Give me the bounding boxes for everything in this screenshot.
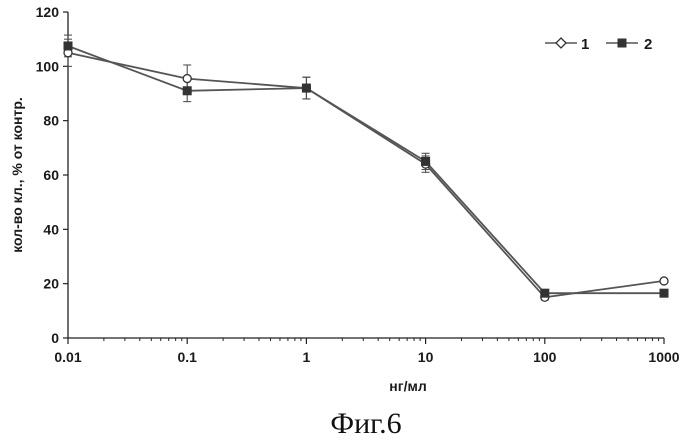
y-tick-label: 20 [43, 276, 59, 292]
error-bars [64, 35, 549, 300]
legend: 1 2 [545, 36, 652, 53]
y-tick-label: 120 [36, 4, 60, 20]
y-tick-label: 40 [43, 221, 59, 237]
x-tick-label: 10 [418, 349, 434, 365]
series-2-point [540, 289, 549, 298]
tick-labels: 0 20 40 60 80 100 120 0.01 0.1 1 10 100 1000 [36, 4, 680, 365]
series-2-point [302, 84, 311, 93]
legend-marker-2 [618, 39, 627, 48]
series-line-1 [68, 53, 664, 297]
x-tick-label: 0.01 [54, 349, 81, 365]
y-tick-label: 0 [51, 330, 59, 346]
series-line-2 [68, 46, 664, 293]
x-tick-label: 1 [303, 349, 311, 365]
y-tick-label: 60 [43, 167, 59, 183]
x-axis-label: нг/мл [389, 378, 426, 394]
legend-label-1: 1 [581, 36, 589, 53]
legend-marker-1 [556, 38, 566, 48]
series-2-point [421, 157, 430, 166]
x-tick-label: 100 [533, 349, 557, 365]
series-2-point [64, 41, 73, 50]
series-markers [64, 41, 669, 301]
series-2-point [660, 289, 669, 298]
y-tick-label: 100 [36, 58, 60, 74]
figure-caption: Фиг.6 [330, 407, 401, 440]
x-tick-label: 0.1 [177, 349, 197, 365]
series-1-point [183, 75, 191, 83]
series-2-point [183, 86, 192, 95]
series-1-point [660, 277, 668, 285]
y-tick-label: 80 [43, 113, 59, 129]
x-tick-label: 1000 [648, 349, 679, 365]
y-axis-label: кол-во кл., % от контр. [9, 97, 25, 253]
series-lines [68, 46, 664, 297]
legend-label-2: 2 [644, 36, 652, 53]
